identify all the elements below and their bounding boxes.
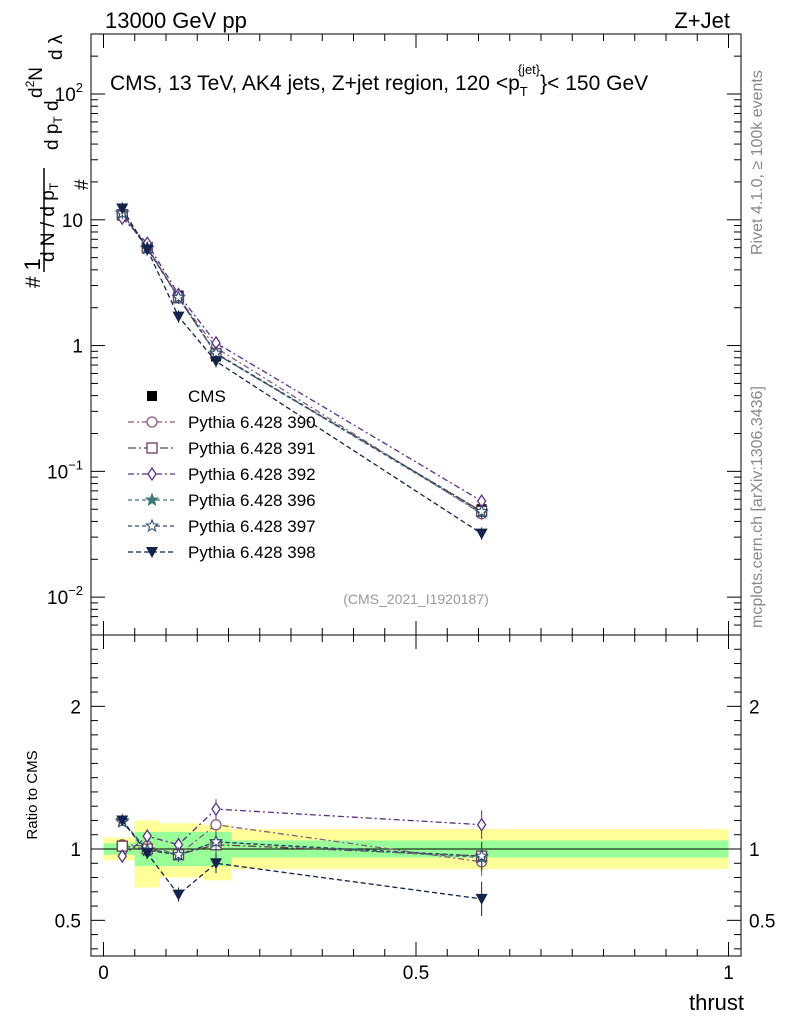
legend-label-p396: Pythia 6.428 396 [188,491,316,510]
series-line-p392 [121,217,482,502]
main-ytick-label: 1 [72,337,83,358]
analysis-id: (CMS_2021_I1920187) [343,591,489,607]
legend-label-cms: CMS [188,387,226,406]
ratio-ytick-label: 2 [70,697,81,718]
plot-title: CMS, 13 TeV, AK4 jets, Z+jet region, 120… [110,62,648,99]
ratio-frame [90,634,742,957]
legend-marker-p391 [146,442,158,454]
series-line-p398 [121,208,482,535]
ratio-point-p398 [141,848,154,860]
data-point-p398 [172,311,185,323]
ratio-point-p398 [116,815,129,827]
ratio-y-label: Ratio to CMS [24,750,41,839]
y-axis-label-main: # 1 d N / d pT # d pT d d2N d λ [20,34,93,288]
ratio-line-p397 [121,821,482,857]
main-ytick-sup: −2 [68,583,83,598]
ratio-line-p391 [122,844,482,857]
main-plot: 10−2 10−1 1 10 102 [47,33,742,636]
y-label-part3: # [72,179,93,190]
legend-marker-p396 [144,492,160,507]
ratio-point-p397 [208,834,224,848]
ratio-point-p398 [210,858,222,870]
data-point-p398 [210,356,222,368]
ratio-point-p392 [117,848,128,864]
legend-label-p391: Pythia 6.428 391 [188,439,316,458]
ratio-ytick-label-right: 2 [749,697,760,718]
ratio-point-p392 [142,828,153,844]
ratio-xtick-label: 1 [723,963,734,984]
legend-label-p390: Pythia 6.428 390 [188,413,316,432]
main-ytick-sup: −1 [68,457,83,472]
rivet-label: Rivet 4.1.0, ≥ 100k events [749,70,766,255]
ratio-series-p392 [117,799,487,864]
main-ytick-label: 10 [62,211,83,232]
legend-marker-p398 [146,547,158,558]
ratio-point-p392 [211,801,221,817]
main-ytick-sup: 2 [76,80,83,95]
ratio-ytick-label-right: 1 [749,840,760,861]
ratio-series-p398 [116,815,488,917]
ratio-point-p397 [474,848,489,863]
ratio-point-p390 [210,819,222,831]
x-axis-label: thrust [689,990,744,1015]
ratio-point-p392 [476,817,487,832]
data-point-p398 [475,528,488,540]
y-label-part5: d2N [23,67,47,98]
ratio-line-p398 [121,820,482,900]
y-label-part4: d pT d [42,100,65,150]
ratio-series-p397 [115,814,489,871]
y-label-part6: d λ [46,34,67,60]
ratio-ytick-label: 1 [70,840,81,861]
legend-label-p392: Pythia 6.428 392 [188,465,316,484]
data-point-p398 [116,203,129,215]
y-label-part1: # 1 [20,258,45,288]
mcplots-label: mcplots.cern.ch [arXiv:1306.3436] [749,386,766,628]
data-point-p397 [474,503,489,518]
ratio-xtick-label: 0 [98,963,109,984]
ratio-point-p397 [171,847,186,861]
main-ytick-label: 102 [55,80,83,106]
legend-marker-cms [147,391,157,401]
data-point-p397 [171,289,186,304]
header-left: 13000 GeV pp [105,8,247,33]
ratio-point-p398 [172,889,185,901]
main-ytick-label: 10−1 [47,457,83,483]
legend-marker-p397 [144,518,160,533]
legend-label-p398: Pythia 6.428 398 [188,543,316,562]
ratio-xtick-label: 0.5 [403,963,429,984]
header-right: Z+Jet [674,8,730,33]
series-p398 [116,202,488,540]
series-p392 [117,211,487,509]
main-ytick-label: 10−2 [47,583,83,609]
legend-marker-p392 [147,466,157,482]
legend: CMS Pythia 6.428 390 Pythia 6.428 391 Pythi… [128,387,316,562]
y-label-part2: d N / d pT [38,182,61,262]
legend-marker-p390 [146,416,158,428]
ratio-ytick-label-right: 0.5 [749,911,775,932]
ratio-plot: 0.5 0.5 1 1 2 2 0 0.5 1 [55,634,775,984]
ratio-ytick-label: 0.5 [55,911,81,932]
data-point-p398 [141,244,154,256]
legend-label-p397: Pythia 6.428 397 [188,517,316,536]
ratio-point-p398 [475,893,488,905]
